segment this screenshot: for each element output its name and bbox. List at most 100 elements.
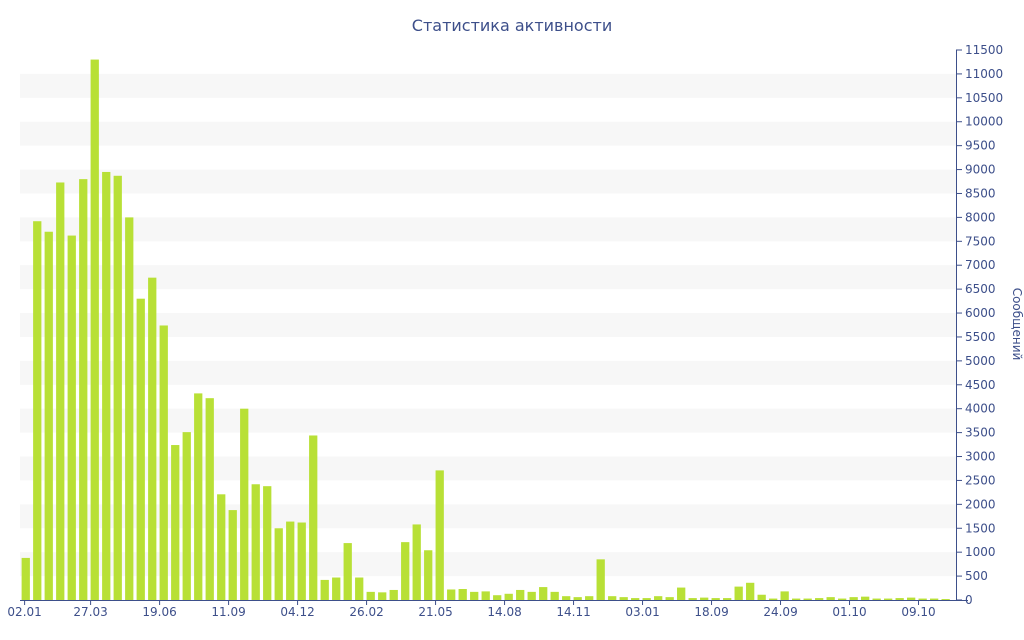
y-tick-label: 9000 xyxy=(965,163,996,177)
y-tick-label: 11000 xyxy=(965,67,1003,81)
bar xyxy=(895,598,904,600)
bar xyxy=(217,494,226,600)
axes-group xyxy=(20,50,968,601)
bar xyxy=(332,577,341,600)
y-tick-label: 10000 xyxy=(965,115,1003,129)
x-tick-label: 14.11 xyxy=(556,605,590,619)
bar xyxy=(171,445,180,600)
bar xyxy=(240,408,249,600)
x-tick-label: 03.01 xyxy=(625,605,659,619)
y-tick-label: 4000 xyxy=(965,402,996,416)
y-tick-label: 10500 xyxy=(965,91,1003,105)
bar xyxy=(539,587,548,600)
bar xyxy=(849,597,858,600)
bar xyxy=(435,470,444,600)
bar xyxy=(596,559,605,600)
grid-band xyxy=(20,121,956,146)
bar xyxy=(136,298,145,600)
bar xyxy=(21,557,30,600)
bar xyxy=(412,524,421,600)
bar xyxy=(677,587,686,600)
x-tick-label: 21.05 xyxy=(418,605,452,619)
bar xyxy=(44,231,53,600)
x-tick-label: 11.09 xyxy=(211,605,245,619)
bar xyxy=(872,598,881,600)
y-tick-label: 1000 xyxy=(965,545,996,559)
bar xyxy=(769,598,778,600)
y-tick-label: 3500 xyxy=(965,426,996,440)
bar xyxy=(378,592,387,600)
bar xyxy=(550,591,559,600)
bar xyxy=(148,277,157,600)
grid-band xyxy=(20,169,956,194)
bars-group xyxy=(21,59,950,601)
bar xyxy=(67,235,76,600)
chart-title: Статистика активности xyxy=(412,16,612,35)
y-tick-label: 4500 xyxy=(965,378,996,392)
bar xyxy=(205,398,214,600)
bar xyxy=(585,596,594,600)
bar xyxy=(815,598,824,600)
x-tick-label: 18.09 xyxy=(694,605,728,619)
grid-band xyxy=(20,408,956,433)
bar xyxy=(723,598,732,600)
bar xyxy=(33,221,42,600)
y-tick-label: 1500 xyxy=(965,521,996,535)
bar xyxy=(389,589,398,600)
grid-band xyxy=(20,217,956,242)
bar xyxy=(113,175,122,601)
bar xyxy=(941,599,950,600)
bar xyxy=(481,591,490,600)
grid-band xyxy=(20,73,956,98)
bar xyxy=(194,393,203,600)
bar xyxy=(297,522,306,600)
bar xyxy=(320,579,329,600)
bar xyxy=(286,521,295,600)
bar xyxy=(263,486,272,600)
x-tick-label: 04.12 xyxy=(280,605,314,619)
bar xyxy=(355,577,364,600)
bar xyxy=(79,179,88,600)
bar xyxy=(884,598,893,600)
bar xyxy=(90,59,99,601)
bar xyxy=(734,586,743,600)
bar xyxy=(665,597,674,600)
x-tick-label: 02.01 xyxy=(7,605,41,619)
y-tick-label: 500 xyxy=(965,569,988,583)
bar xyxy=(493,595,502,600)
x-tick-label: 24.09 xyxy=(763,605,797,619)
bar xyxy=(516,589,525,600)
y-tick-label: 11500 xyxy=(965,43,1003,57)
bar xyxy=(700,597,709,600)
x-tick-label: 19.06 xyxy=(142,605,176,619)
bar xyxy=(274,528,283,600)
bar xyxy=(918,598,927,600)
bar xyxy=(711,598,720,600)
bar xyxy=(504,593,513,600)
bar xyxy=(424,550,433,600)
bar xyxy=(102,171,111,600)
bar xyxy=(56,182,65,600)
bar xyxy=(228,510,237,600)
y-tick-label: 3000 xyxy=(965,450,996,464)
y-tick-label: 5000 xyxy=(965,354,996,368)
y-tick-label: 6000 xyxy=(965,306,996,320)
bar xyxy=(562,596,571,600)
x-tick-label: 27.03 xyxy=(73,605,107,619)
bar xyxy=(447,589,456,600)
bar xyxy=(343,543,352,600)
y-tick-label: 7000 xyxy=(965,258,996,272)
bar xyxy=(907,597,916,600)
bar xyxy=(803,598,812,600)
grid-band xyxy=(20,313,956,337)
bar xyxy=(159,325,168,600)
bar xyxy=(757,594,766,600)
bar xyxy=(654,596,663,600)
x-tick-label: 14.08 xyxy=(487,605,521,619)
bar xyxy=(309,435,318,600)
bar xyxy=(573,597,582,600)
y-tick-label: 7500 xyxy=(965,234,996,248)
x-tick-label: 01.10 xyxy=(832,605,866,619)
